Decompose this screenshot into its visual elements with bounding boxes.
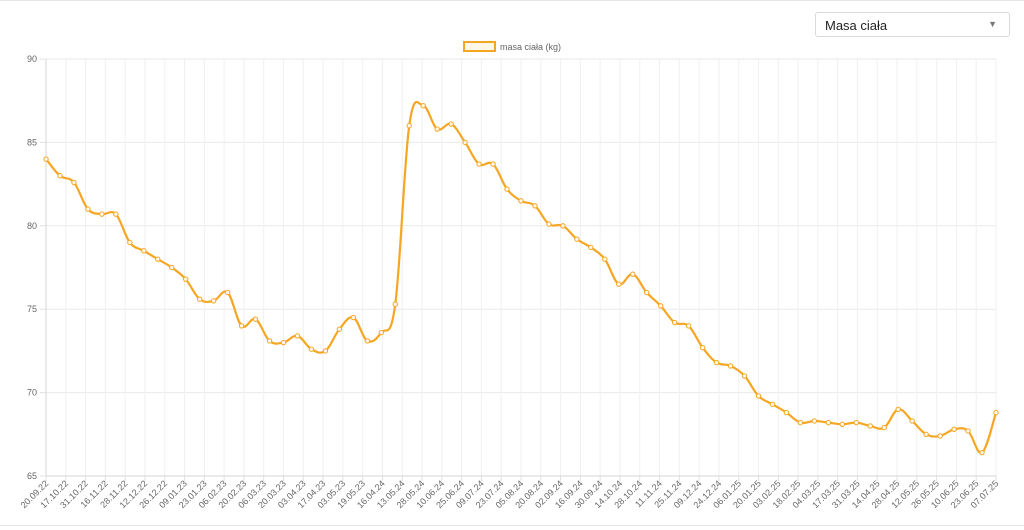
data-point[interactable] — [741, 373, 748, 379]
data-point[interactable] — [574, 236, 580, 242]
data-point[interactable] — [630, 271, 636, 277]
data-point[interactable] — [546, 221, 552, 227]
data-point[interactable] — [504, 186, 510, 192]
data-point[interactable] — [99, 211, 105, 217]
data-point[interactable] — [937, 433, 943, 439]
data-point[interactable] — [476, 161, 482, 167]
data-point[interactable] — [797, 419, 804, 426]
data-point[interactable] — [965, 428, 971, 434]
data-point[interactable] — [713, 359, 720, 366]
y-tick-label: 65 — [27, 471, 37, 481]
data-point[interactable] — [266, 338, 273, 344]
data-point[interactable] — [448, 121, 454, 127]
data-point[interactable] — [434, 126, 440, 132]
data-point[interactable] — [881, 424, 887, 431]
data-point[interactable] — [141, 248, 147, 254]
data-point[interactable] — [238, 323, 245, 329]
data-point[interactable] — [210, 298, 217, 304]
data-point[interactable] — [350, 314, 357, 321]
data-point[interactable] — [280, 339, 287, 346]
data-point[interactable] — [532, 203, 538, 209]
data-point[interactable] — [853, 419, 859, 426]
metric-select[interactable]: Masa ciała ▼ — [815, 12, 1010, 37]
data-point[interactable] — [699, 344, 706, 351]
data-point[interactable] — [196, 296, 203, 302]
data-point[interactable] — [671, 319, 678, 326]
legend-swatch[interactable] — [463, 41, 496, 52]
data-point[interactable] — [57, 173, 63, 179]
data-point[interactable] — [644, 289, 650, 296]
data-point[interactable] — [169, 264, 175, 271]
chevron-down-icon: ▼ — [988, 19, 997, 29]
x-axis: 20.09.2217.10.2231.10.2216.11.2228.11.22… — [19, 475, 1000, 510]
data-point[interactable] — [867, 423, 873, 429]
y-axis: 65 70 75 80 85 90 — [27, 54, 47, 481]
data-point[interactable] — [85, 206, 91, 212]
metric-select-value: Masa ciała — [825, 18, 888, 33]
data-point[interactable] — [602, 256, 608, 262]
bottom-divider — [0, 525, 1024, 526]
data-point[interactable] — [951, 426, 957, 432]
data-point[interactable] — [336, 326, 343, 332]
data-point[interactable] — [420, 103, 426, 109]
data-point[interactable] — [993, 409, 999, 416]
series-line-masa-ciala — [45, 100, 998, 454]
legend-label[interactable]: masa ciała (kg) — [500, 42, 561, 52]
data-point[interactable] — [378, 329, 384, 336]
data-point[interactable] — [769, 401, 776, 407]
chart-legend[interactable]: masa ciała (kg) — [463, 41, 561, 52]
data-point[interactable] — [322, 348, 329, 354]
data-point[interactable] — [755, 393, 762, 399]
data-point[interactable] — [462, 139, 468, 146]
data-point[interactable] — [839, 421, 846, 427]
y-tick-label: 75 — [27, 304, 37, 314]
data-point[interactable] — [490, 161, 496, 167]
chart-grid — [45, 58, 997, 477]
data-point[interactable] — [560, 223, 566, 229]
data-point[interactable] — [909, 418, 915, 424]
data-point[interactable] — [127, 239, 133, 246]
data-point[interactable] — [658, 303, 664, 309]
data-point[interactable] — [616, 281, 622, 287]
data-point[interactable] — [979, 449, 985, 456]
data-point[interactable] — [406, 123, 412, 129]
series-layer — [43, 100, 999, 456]
data-point[interactable] — [294, 333, 301, 339]
top-divider — [0, 0, 1024, 1]
data-point[interactable] — [224, 289, 231, 296]
data-point[interactable] — [364, 338, 371, 344]
data-point[interactable] — [183, 276, 189, 282]
data-point[interactable] — [308, 346, 315, 352]
data-point[interactable] — [252, 316, 259, 322]
data-point[interactable] — [685, 323, 692, 329]
y-tick-label: 90 — [27, 54, 37, 64]
data-point[interactable] — [43, 156, 49, 162]
y-tick-label: 70 — [27, 388, 37, 398]
data-point[interactable] — [113, 211, 119, 217]
data-point[interactable] — [783, 409, 790, 416]
data-point[interactable] — [71, 179, 77, 186]
y-tick-label: 85 — [27, 137, 37, 147]
data-point[interactable] — [588, 244, 594, 251]
data-point[interactable] — [895, 406, 901, 412]
data-point[interactable] — [727, 363, 734, 369]
y-tick-label: 80 — [27, 221, 37, 231]
data-point[interactable] — [155, 256, 161, 262]
data-point[interactable] — [518, 198, 524, 204]
data-point[interactable] — [923, 431, 929, 437]
data-point[interactable] — [392, 301, 398, 307]
data-point[interactable] — [811, 418, 818, 424]
data-point[interactable] — [825, 419, 832, 426]
